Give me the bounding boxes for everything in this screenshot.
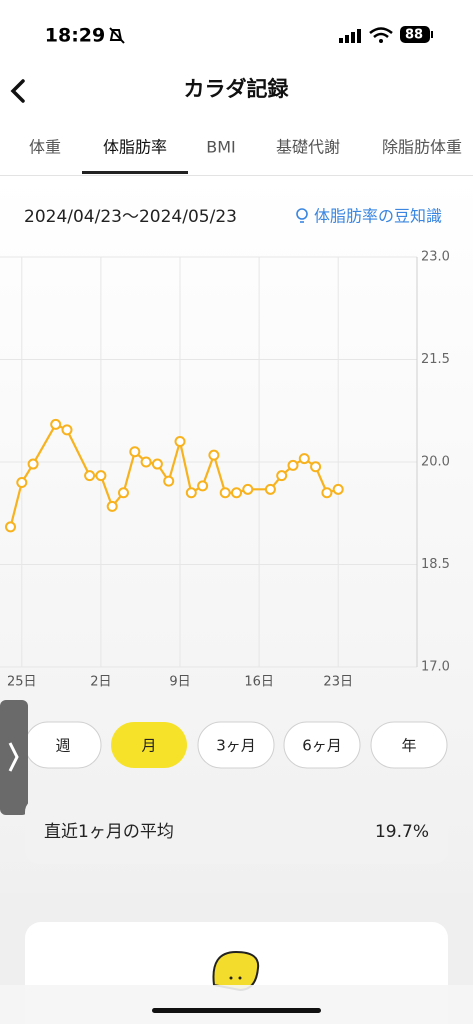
data-point [276,470,288,482]
data-point [84,470,96,482]
period-selector: 週 月 3ヶ月 6ヶ月 年 [24,721,448,769]
y-tick-label: 21.5 [421,352,450,367]
tip-link[interactable]: 体脂肪率の豆知識 [314,207,442,226]
data-point [163,475,175,487]
average-card [25,798,448,864]
period-label: 3ヶ月 [216,737,256,755]
battery [400,26,430,43]
data-point [185,487,197,499]
period-button[interactable] [111,722,187,768]
x-tick-label: 9日 [169,675,190,690]
period-button[interactable] [197,721,275,769]
back-button[interactable] [10,79,25,103]
data-point [106,500,118,512]
tab[interactable]: 除脂肪体重 [382,138,462,157]
tab-underline [82,171,188,174]
mascot [212,950,260,992]
bulb-icon [296,208,308,223]
tab[interactable]: 体脂肪率 [103,138,167,157]
data-point [242,483,254,495]
connector [66,429,91,477]
x-tick-label: 16日 [244,675,274,690]
home-indicator [152,1008,321,1013]
data-point [208,449,220,461]
data-point [321,487,333,499]
data-point [140,456,152,468]
y-tick-label: 23.0 [421,250,450,265]
period-label: 年 [401,737,416,755]
content-bg [0,176,473,896]
data-point [197,480,209,492]
y-tick-label: 17.0 [421,660,450,675]
data-point [61,424,73,436]
date-range: 2024/04/23〜2024/05/23 [24,207,237,227]
x-tick-label: 25日 [7,675,37,690]
tab[interactable]: 基礎代謝 [276,138,340,157]
data-point [219,487,231,499]
battery-level: 88 [405,28,423,43]
status-time: 18:29 [45,25,105,47]
y-tick-label: 18.5 [421,557,450,572]
connector [167,441,182,482]
chart: 17.0 18.5 20.0 21.5 23.0 25日 2日 9日 16日 23日 [0,250,450,690]
connector [212,454,227,494]
data-point [332,483,344,495]
data-point [298,453,310,465]
header-title: カラダ記録 [184,77,290,101]
tab[interactable]: BMI [206,138,236,157]
data-point [231,487,242,499]
period-button[interactable] [283,721,361,769]
data-point [16,477,28,488]
data-point [27,458,39,470]
average-label: 直近1ヶ月の平均 [44,822,174,842]
average-value: 19.7% [375,822,429,842]
data-point [151,458,163,470]
data-point [264,483,276,495]
connector [32,423,57,465]
tab-bar: 体重 体脂肪率 BMI 基礎代謝 除脂肪体重 [29,138,462,174]
y-tick-label: 20.0 [421,455,450,470]
data-point [50,418,62,430]
data-point [310,461,322,473]
side-handle[interactable] [0,700,28,815]
period-label: 6ヶ月 [302,737,342,755]
wifi-icon [369,27,393,38]
side-handle-arrow [8,742,19,772]
data-point [5,521,16,533]
battery-tip [431,31,433,38]
data-point [118,487,129,499]
x-tick-label: 2日 [90,675,111,690]
data-point [95,470,107,482]
data-point [174,436,186,447]
wifi-dot [379,39,383,43]
period-button[interactable] [370,721,448,769]
mute-icon [109,27,125,44]
period-label: 月 [141,737,156,755]
tab[interactable]: 体重 [29,138,61,157]
connector [9,482,23,528]
connector [122,451,136,494]
data-point [287,459,299,471]
x-tick-label: 23日 [323,675,353,690]
connector [178,441,193,493]
signal-icon [339,29,361,43]
bottom-bar [0,985,473,1024]
period-label: 週 [55,737,70,755]
data-point [129,446,141,458]
